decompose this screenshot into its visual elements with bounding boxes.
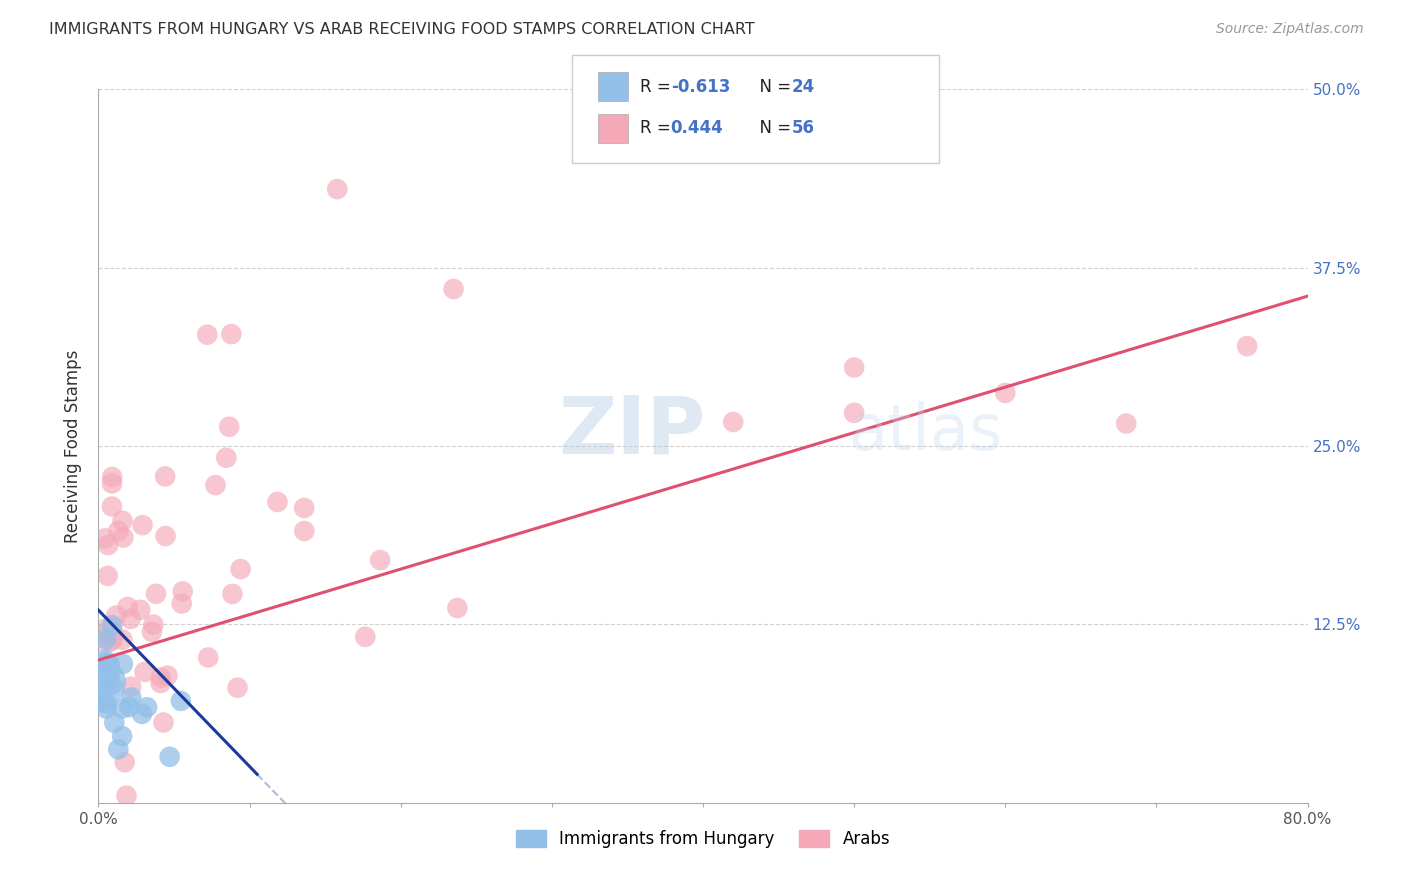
Point [105, 608, 128, 623]
Point [229, 562, 252, 576]
Point [111, 701, 134, 715]
Point [120, 680, 142, 694]
Point [153, 469, 176, 483]
Point [131, 518, 153, 533]
Point [97, 569, 120, 583]
Text: -0.613: -0.613 [671, 78, 730, 95]
Point [94, 625, 117, 640]
Point [215, 450, 238, 465]
Point [149, 671, 172, 685]
Point [136, 700, 159, 714]
Point [159, 749, 181, 764]
Point [103, 715, 125, 730]
Point [101, 476, 124, 491]
Y-axis label: Receiving Food Stamps: Receiving Food Stamps [65, 350, 83, 542]
Point [266, 495, 288, 509]
Point [172, 584, 194, 599]
Text: N =: N = [749, 120, 797, 137]
Point [218, 419, 240, 434]
Point [94, 653, 117, 667]
Point [145, 587, 167, 601]
Point [101, 470, 124, 484]
Point [97, 538, 120, 552]
Point [98, 657, 121, 672]
Text: IMMIGRANTS FROM HUNGARY VS ARAB RECEIVING FOOD STAMPS CORRELATION CHART: IMMIGRANTS FROM HUNGARY VS ARAB RECEIVIN… [49, 22, 755, 37]
Point [134, 665, 156, 679]
Text: 56: 56 [792, 120, 814, 137]
Text: N =: N = [749, 78, 797, 95]
Point [204, 478, 226, 492]
Point [723, 415, 745, 429]
Point [155, 529, 177, 543]
Point [292, 524, 315, 538]
Point [129, 603, 152, 617]
Point [101, 500, 124, 514]
Point [170, 694, 193, 708]
Point [326, 182, 349, 196]
Point [107, 742, 129, 756]
Point [221, 587, 243, 601]
Text: R =: R = [640, 78, 676, 95]
Text: Source: ZipAtlas.com: Source: ZipAtlas.com [1216, 22, 1364, 37]
Point [94, 701, 117, 715]
Point [94, 678, 117, 692]
Point [292, 500, 315, 515]
Point [111, 514, 134, 528]
Point [141, 624, 163, 639]
Point [1115, 417, 1137, 431]
Point [101, 678, 124, 692]
Point [94, 532, 117, 546]
Point [117, 599, 139, 614]
Point [354, 630, 377, 644]
Text: ZIP: ZIP [558, 392, 706, 471]
Point [149, 676, 172, 690]
Point [91, 695, 114, 709]
Point [90, 675, 112, 690]
Point [114, 755, 136, 769]
Point [1236, 339, 1258, 353]
Text: R =: R = [640, 120, 676, 137]
Point [111, 632, 134, 647]
Point [221, 327, 243, 342]
Point [96, 628, 118, 642]
Point [152, 715, 174, 730]
Point [170, 597, 193, 611]
Point [112, 531, 135, 545]
Point [98, 657, 121, 672]
Point [96, 697, 118, 711]
Point [197, 650, 219, 665]
Point [98, 668, 121, 682]
Point [120, 690, 142, 705]
Point [226, 681, 249, 695]
Point [101, 618, 124, 632]
Text: atlas: atlas [848, 401, 1002, 463]
Point [994, 385, 1017, 400]
Point [107, 524, 129, 538]
Point [446, 601, 468, 615]
Point [844, 360, 866, 375]
Point [100, 634, 122, 648]
Point [844, 406, 866, 420]
Point [120, 612, 142, 626]
Text: 0.444: 0.444 [671, 120, 724, 137]
Point [368, 553, 391, 567]
Point [118, 700, 141, 714]
Legend: Immigrants from Hungary, Arabs: Immigrants from Hungary, Arabs [509, 823, 897, 855]
Point [443, 282, 465, 296]
Point [142, 617, 165, 632]
Point [131, 706, 153, 721]
Point [111, 657, 134, 671]
Point [115, 789, 138, 803]
Text: 24: 24 [792, 78, 815, 95]
Point [94, 656, 117, 670]
Point [94, 632, 117, 647]
Point [111, 729, 134, 743]
Point [156, 668, 179, 682]
Point [195, 327, 218, 342]
